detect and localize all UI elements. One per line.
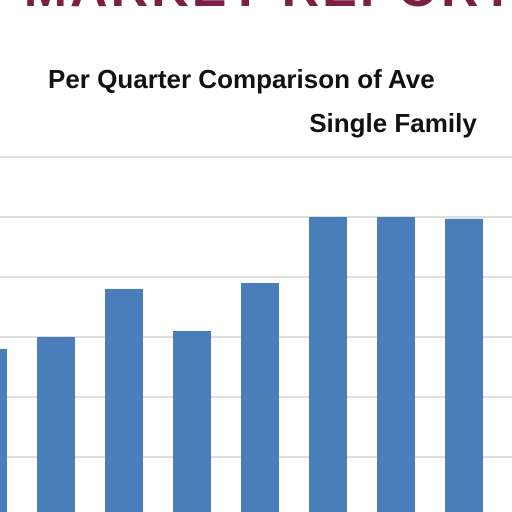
bar xyxy=(37,337,75,512)
bar xyxy=(241,283,279,512)
bar xyxy=(173,331,211,512)
report-header: MARKET REPORT xyxy=(24,0,512,18)
bar xyxy=(377,217,415,512)
bar xyxy=(105,289,143,512)
chart-title: Per Quarter Comparison of Ave xyxy=(48,64,435,94)
bar xyxy=(0,349,7,512)
chart-subtitle: Single Family xyxy=(309,108,477,138)
bar xyxy=(445,218,483,512)
bar xyxy=(309,217,347,512)
